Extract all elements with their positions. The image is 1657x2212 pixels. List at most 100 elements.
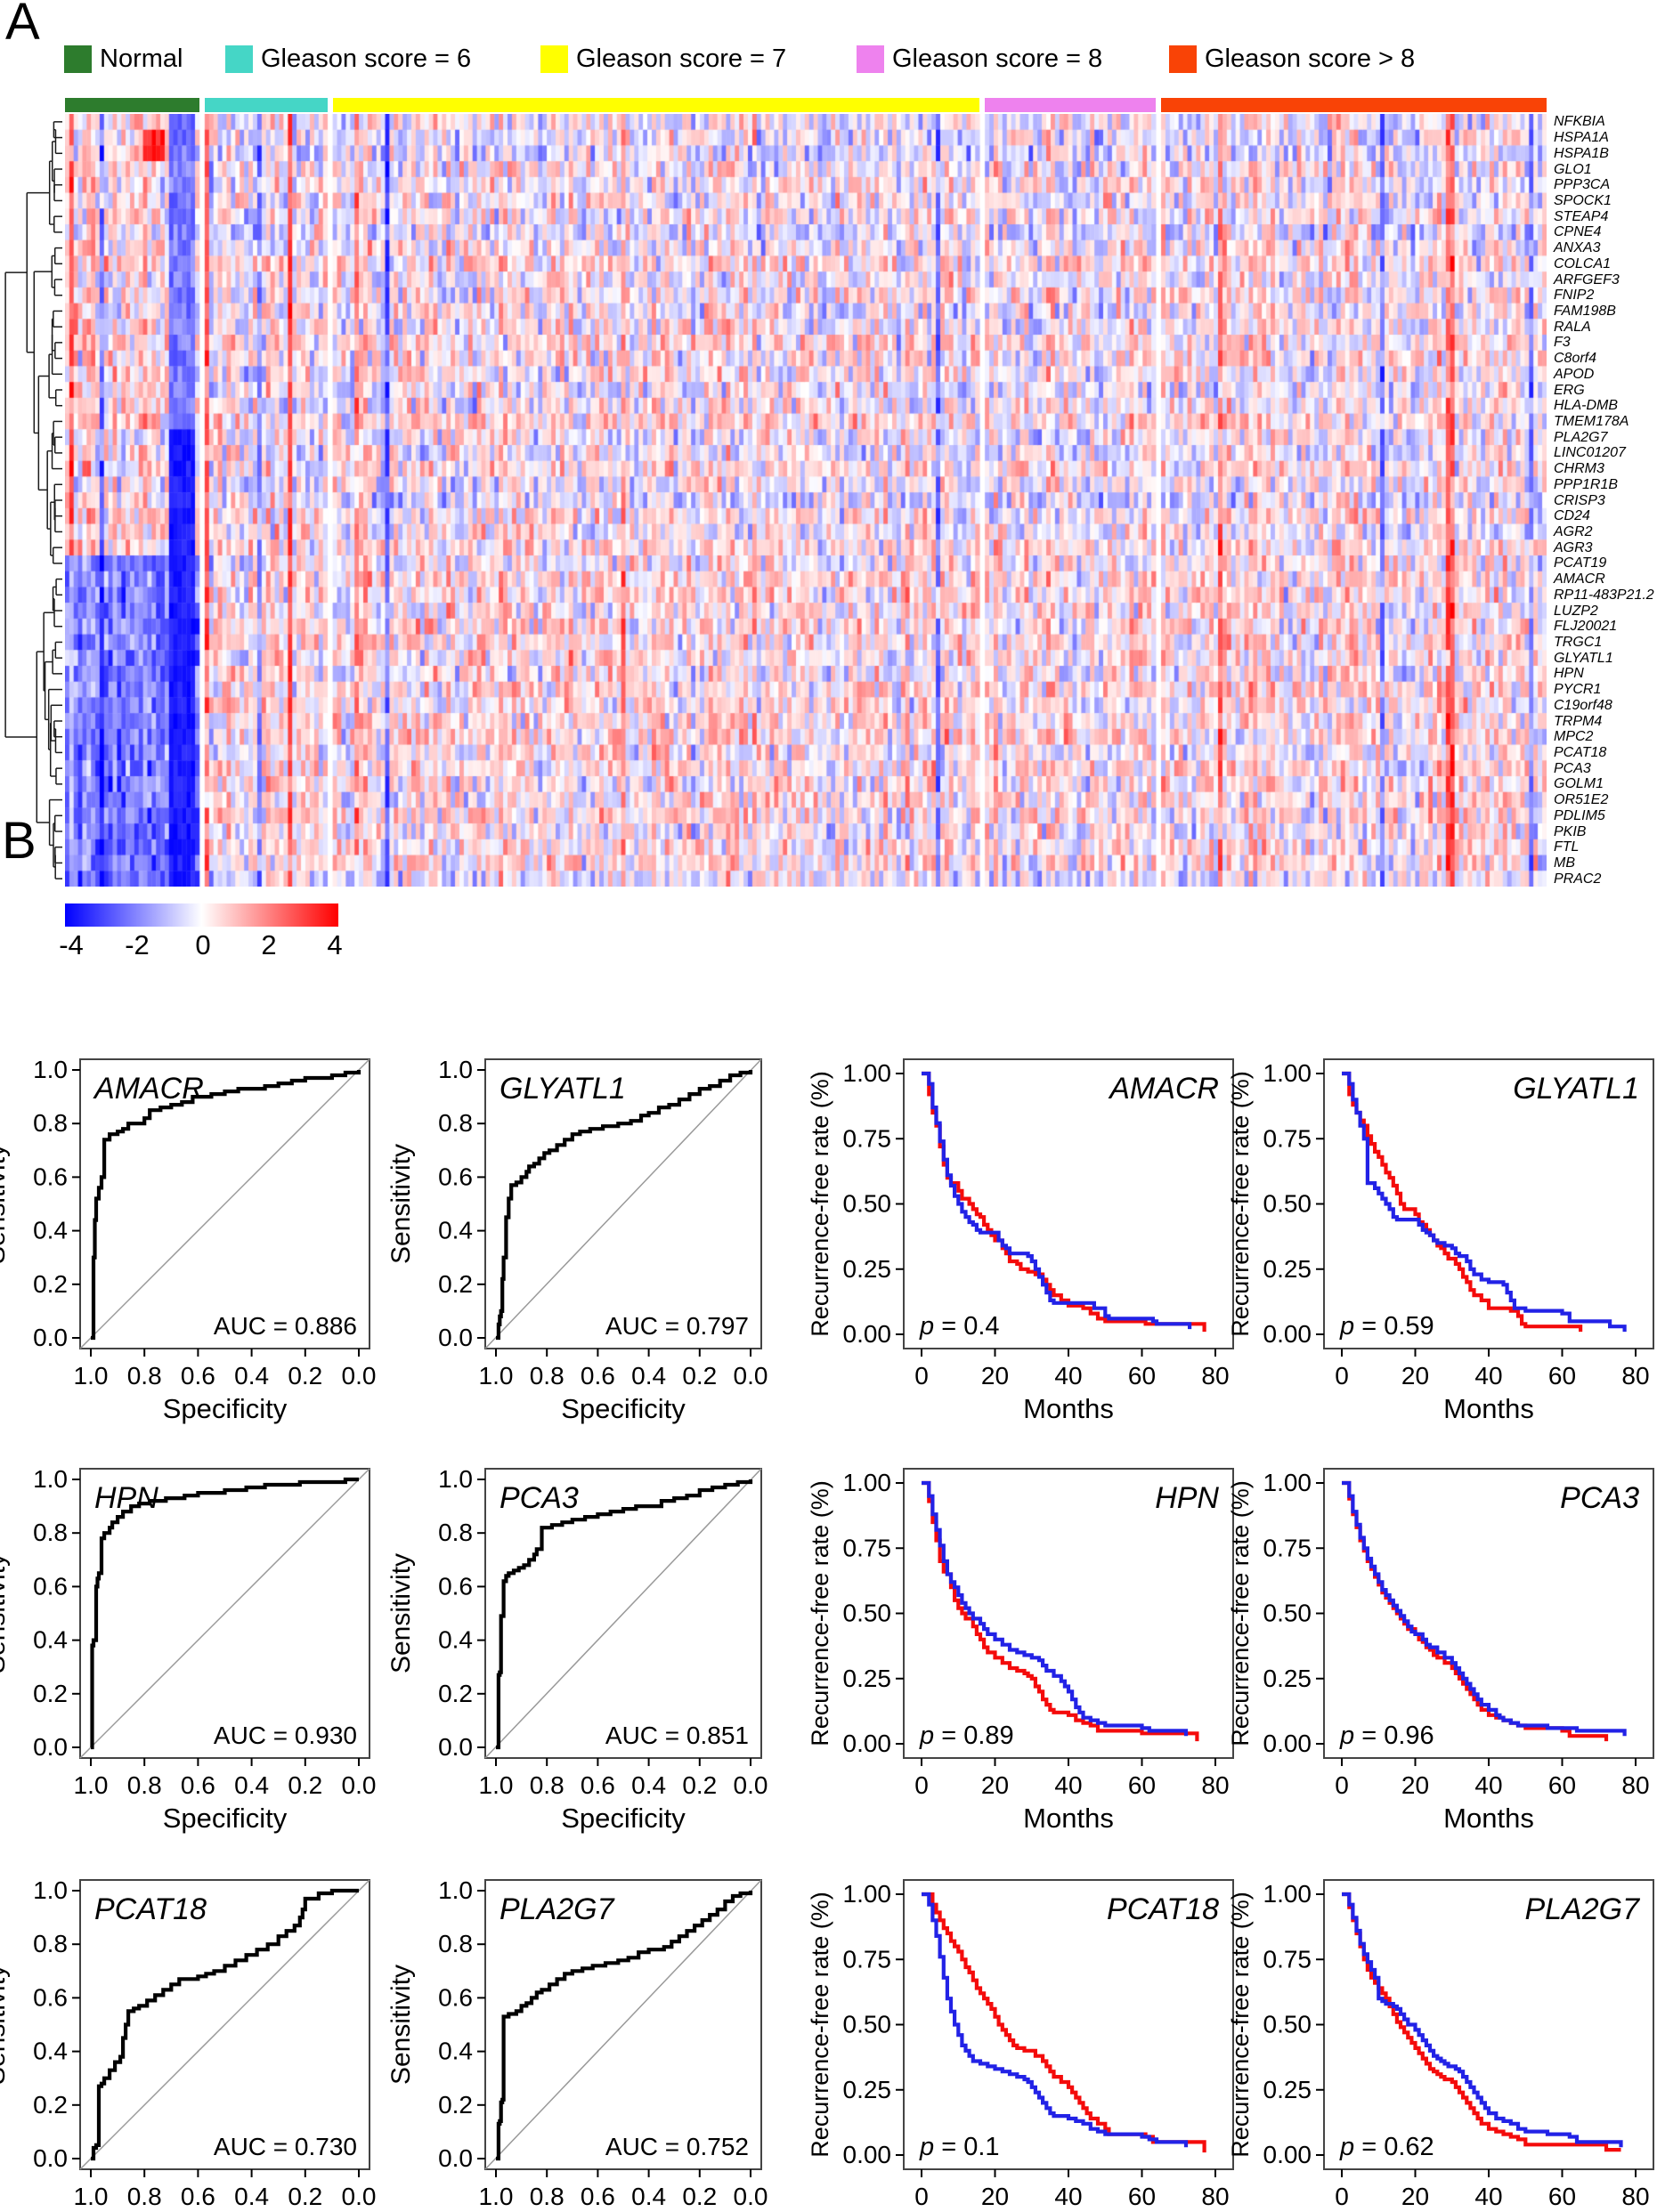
x-tick-label: 1.0 [479, 1771, 514, 1799]
x-tick-label: 0.2 [682, 2183, 717, 2210]
y-tick-label: 0.00 [1263, 1320, 1312, 1348]
colorbar-tick-label: -2 [125, 929, 150, 960]
diagonal-reference-line [484, 1058, 762, 1349]
roc-plot-glyatl1: 1.0 0.8 0.6 0.4 0.2 0.0 Specificity 1.0 0.8 0.6 0.… [386, 1056, 768, 1424]
gene-label: ARFGEF3 [1554, 271, 1620, 288]
y-tick-label: 0.25 [843, 1255, 892, 1283]
gene-label: CRISP3 [1554, 492, 1605, 508]
heatmap-canvas [65, 114, 1547, 887]
y-tick-label: 1.00 [1263, 1059, 1312, 1087]
curve-ROC [91, 1888, 359, 2161]
km-plot-hpn: 0 20 40 60 80 Months 1.00 0.75 0.50 0.25 0.00 Recur… [807, 1468, 1234, 1834]
x-tick-label: 1.0 [74, 2183, 109, 2210]
chart-title: PLA2G7 [1524, 1892, 1640, 1926]
x-tick-label: 20 [1401, 1362, 1429, 1390]
auc-annotation: AUC = 0.797 [605, 1312, 749, 1340]
x-tick-label: 0.8 [127, 1362, 162, 1390]
y-tick-label: 0.6 [33, 1572, 68, 1600]
y-tick-label: 0.75 [1263, 1945, 1312, 1973]
x-tick-label: 0.0 [342, 2183, 377, 2210]
y-tick-label: 0.75 [843, 1124, 892, 1152]
x-tick-label: 1.0 [479, 1362, 514, 1390]
x-tick-label: 0 [1335, 1771, 1349, 1799]
y-tick-label: 1.00 [1263, 1469, 1312, 1496]
x-tick-label: 80 [1201, 1362, 1229, 1390]
p-value-annotation: p = 0.4 [919, 1312, 1000, 1341]
chart-title: HPN [94, 1481, 158, 1515]
y-tick-label: 0.0 [33, 1733, 68, 1761]
gene-label: HPN [1554, 666, 1584, 682]
p-value-annotation: p = 0.62 [1339, 2133, 1434, 2161]
x-tick-label: 0 [1335, 2183, 1349, 2210]
y-tick-label: 0.6 [438, 1983, 473, 2011]
curve-ROC [496, 1479, 753, 1750]
y-tick-label: 0.2 [33, 2091, 68, 2119]
y-tick-label: 1.0 [438, 1056, 473, 1083]
curve-high [1342, 1892, 1621, 2152]
y-tick-label: 0.4 [438, 1626, 473, 1654]
x-tick-label: 0 [914, 1771, 929, 1799]
gene-label: PPP3CA [1554, 177, 1611, 193]
colorbar-tick-label: 4 [327, 929, 343, 960]
gene-label: FTL [1554, 839, 1580, 855]
y-axis-title: Sensitivity [0, 1965, 11, 2085]
p-value-annotation: p = 0.89 [919, 1722, 1014, 1750]
y-tick-label: 1.00 [843, 1880, 892, 1908]
y-tick-label: 1.00 [1263, 1880, 1312, 1908]
x-tick-label: 80 [1621, 1362, 1649, 1390]
x-tick-label: 0.8 [530, 2183, 565, 2210]
gene-label: PDLIM5 [1554, 807, 1605, 823]
y-axis-title: Sensitivity [386, 1965, 416, 2085]
plot-box [79, 1879, 370, 2170]
y-axis-title: Sensitivity [386, 1553, 416, 1673]
diagonal-reference-line [79, 1058, 370, 1349]
plot-box [484, 1879, 762, 2170]
diagonal-reference-line [79, 1879, 370, 2170]
legend-item-label: Gleason score > 8 [1205, 44, 1416, 73]
chart-title: PCAT18 [1107, 1892, 1219, 1926]
curve-ROC [496, 1891, 753, 2161]
y-tick-label: 0.4 [438, 2038, 473, 2065]
plot-box [484, 1058, 762, 1349]
roc-plot-pla2g7: 1.00.80.60.40.20.0Specificity1.00.80.60.… [386, 1876, 768, 2210]
group-bar-segment-4 [985, 98, 1157, 112]
gene-label: OR51E2 [1554, 792, 1609, 808]
x-tick-label: 20 [1401, 2183, 1429, 2210]
x-tick-label: 0.8 [127, 2183, 162, 2210]
x-tick-label: 60 [1548, 1771, 1576, 1799]
auc-annotation: AUC = 0.930 [214, 1722, 357, 1749]
x-tick-label: 0.4 [631, 1362, 666, 1390]
legend-swatch-icon [540, 45, 568, 73]
curve-high [922, 1071, 1206, 1333]
p-value-annotation: p = 0.59 [1339, 1312, 1434, 1341]
curve-low [1342, 1071, 1627, 1333]
chart-title: HPN [1155, 1481, 1219, 1515]
x-tick-label: 0 [1335, 1362, 1349, 1390]
y-tick-label: 1.00 [843, 1469, 892, 1496]
x-tick-label: 0 [914, 1362, 929, 1390]
gene-label: TRGC1 [1554, 634, 1603, 650]
x-tick-label: 40 [1474, 1362, 1502, 1390]
gene-label: HSPA1A [1554, 130, 1609, 146]
y-tick-label: 0.00 [843, 1320, 892, 1348]
gene-label: AGR2 [1554, 523, 1593, 539]
x-tick-label: 20 [981, 1771, 1009, 1799]
x-tick-label: 0.6 [181, 1362, 215, 1390]
curve-ROC [91, 1070, 361, 1341]
km-plot-pca3: 0 20 40 60 80 Months 1.00 0.75 0.50 0.25 0.00 Recur… [1227, 1468, 1654, 1834]
x-tick-label: 0.6 [581, 1771, 615, 1799]
legend-item-label: Gleason score = 6 [261, 44, 472, 73]
chart-title: PCA3 [1560, 1481, 1639, 1515]
chart-title: AMACR [1108, 1072, 1219, 1106]
x-tick-label: 0.2 [682, 1362, 717, 1390]
gene-label: PKIB [1554, 823, 1587, 839]
gene-label: RP11-483P21.2 [1554, 587, 1654, 603]
diagonal-reference-line [484, 1879, 762, 2170]
panel-a-label: A [5, 0, 40, 51]
y-tick-label: 1.00 [843, 1059, 892, 1087]
y-tick-label: 1.0 [33, 1056, 68, 1083]
x-tick-label: 1.0 [74, 1362, 109, 1390]
auc-annotation: AUC = 0.752 [605, 2133, 749, 2160]
gene-label: FAM198B [1554, 303, 1616, 319]
curve-low [1342, 1892, 1623, 2148]
